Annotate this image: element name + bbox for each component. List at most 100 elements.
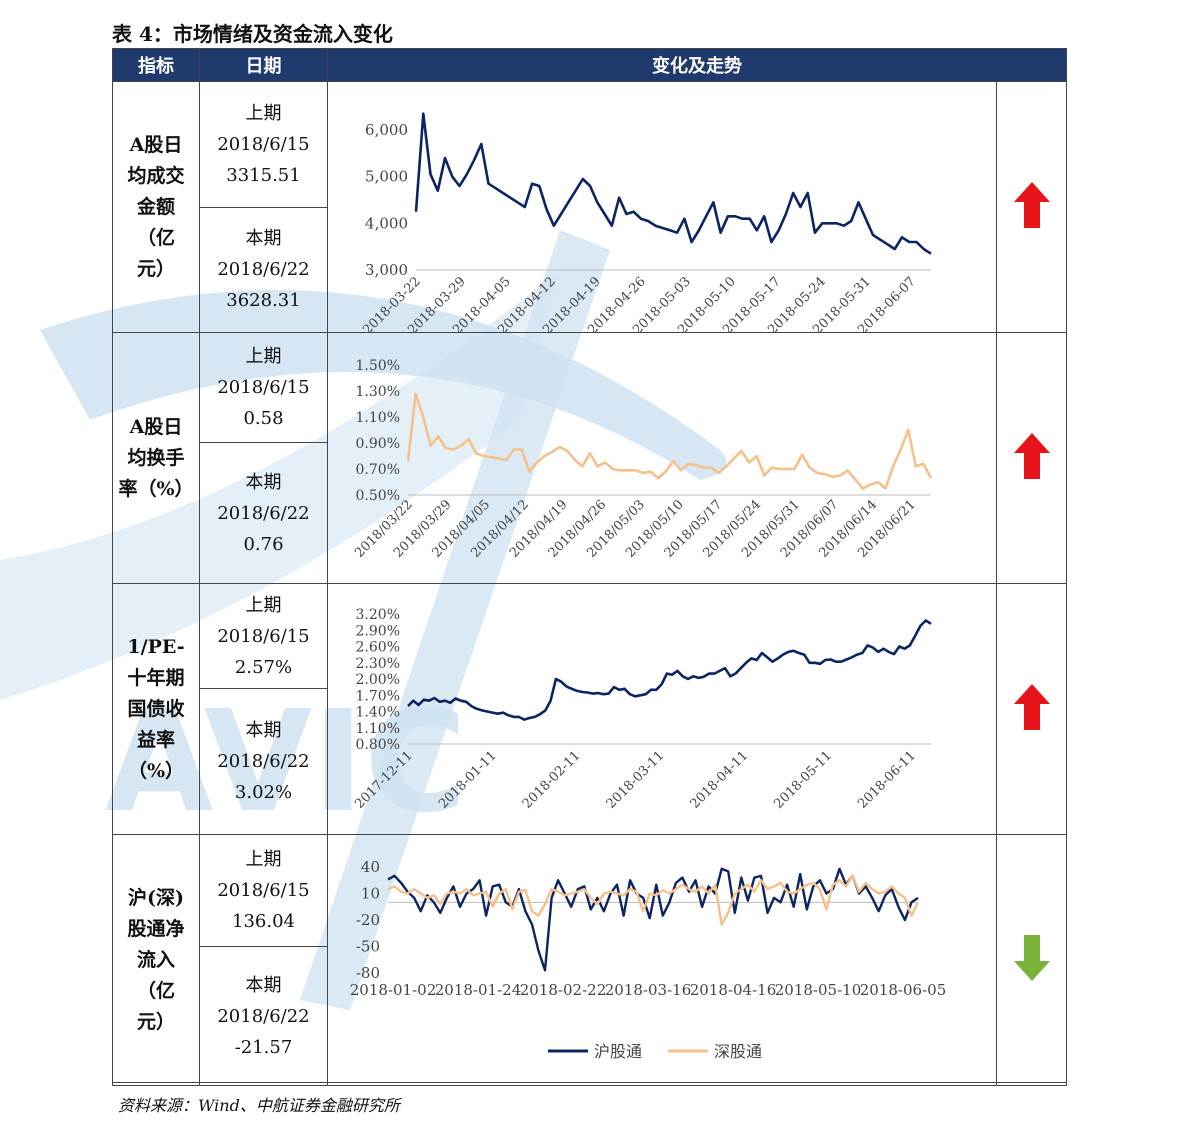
chart-cell: 3,000 4,000 5,000 6,000 2018-03-22 2018-03-29… <box>327 81 997 333</box>
footer-rule <box>112 1082 1066 1083</box>
x-tick-label: 2017-12-11 <box>352 748 416 812</box>
y-tick-label: -80 <box>356 964 380 982</box>
prev-period-cell: 上期 2018/6/15 136.04 <box>199 833 328 948</box>
indicator-line: 股通净 <box>127 917 185 940</box>
x-tick-label: 2018-01-24 <box>435 981 521 999</box>
northbound-flow-chart: -80 -50 -20 10 40 2018-01-022018-01-242018-02… <box>350 858 946 1061</box>
x-tick-label: 2018-02-11 <box>520 748 584 812</box>
indicator-cell: 沪(深) 股通净 流入 （亿 元） <box>112 834 200 1086</box>
indicator-line: 1/PE- <box>127 635 185 658</box>
down-arrow-icon <box>1013 935 1050 981</box>
prev-value: 2.57% <box>234 656 293 678</box>
prev-label: 上期 <box>245 849 282 871</box>
x-tick-label: 2018-06-05 <box>860 981 946 999</box>
y-tick-label: 1.10% <box>356 410 400 426</box>
y-tick-label: 3.20% <box>356 607 400 623</box>
x-tick-label: 2018-02-22 <box>520 981 606 999</box>
turnover-rate-chart: 0.50%0.70%0.90%1.10%1.30%1.50%2018/03/22… <box>352 358 933 561</box>
market-sentiment-table: 指标 日期 变化及走势 A股日 均成交 金额 （亿 元） 上期 2018/6/1… <box>112 48 1067 1086</box>
indicator-cell: A股日 均换手 率（%） <box>112 332 200 584</box>
prev-value: 3315.51 <box>226 164 301 186</box>
indicator-line: A股日 <box>129 133 183 156</box>
y-tick-label: 1.50% <box>356 358 400 374</box>
indicator-line: 沪(深) <box>128 886 184 909</box>
indicator-line: 均成交 <box>127 164 185 187</box>
curr-label: 本期 <box>245 974 282 996</box>
legend-label: 沪股通 <box>594 1042 642 1061</box>
prev-date: 2018/6/15 <box>217 377 310 399</box>
turnover-amount-chart: 3,0004,0005,0006,0002018-03-222018-03-29… <box>360 112 932 332</box>
y-tick-label: -50 <box>356 938 380 956</box>
curr-period-cell: 本期 2018/6/22 3628.31 <box>199 206 328 333</box>
curr-date: 2018/6/22 <box>217 751 310 773</box>
x-tick-label: 2018-05-10 <box>775 981 861 999</box>
y-tick-label: 1.30% <box>356 384 400 400</box>
indicator-line: （亿 <box>136 226 175 249</box>
chart-cell: 0.50% 0.70% 0.90% 1.10% 1.30% 1.50% 2018/03/22… <box>327 332 997 584</box>
legend-label: 深股通 <box>714 1042 762 1061</box>
arrow-cell <box>996 583 1067 835</box>
indicator-line: 元） <box>136 1010 175 1033</box>
prev-label: 上期 <box>245 346 282 368</box>
prev-label: 上期 <box>245 102 282 124</box>
series-line <box>407 619 932 721</box>
x-tick-label: 2018-01-02 <box>350 981 436 999</box>
y-tick-label: 0.70% <box>356 462 400 478</box>
series-line <box>406 392 933 490</box>
arrow-cell <box>996 81 1067 333</box>
y-tick-label: 2.90% <box>356 623 400 639</box>
y-tick-label: 1.70% <box>356 688 400 704</box>
pe-yield-spread-chart: 0.80%1.10%1.40%1.70%2.00%2.30%2.60%2.90%… <box>352 607 932 812</box>
y-tick-label: 0.90% <box>356 436 400 452</box>
indicator-line: 元） <box>136 257 175 280</box>
prev-label: 上期 <box>245 594 282 616</box>
curr-period-cell: 本期 2018/6/22 3.02% <box>199 688 328 835</box>
chart-cell: -80 -50 -20 10 40 2018-01-02 2018-01-24 2018-02… <box>327 834 997 1086</box>
indicator-line: 金额 <box>136 195 175 218</box>
indicator-cell: 1/PE- 十年期 国债收 益率 （%） <box>112 583 200 835</box>
up-arrow-icon <box>1013 684 1050 730</box>
curr-value: 3.02% <box>234 782 293 804</box>
indicator-line: 十年期 <box>127 666 185 689</box>
y-tick-label: 6,000 <box>365 121 408 139</box>
y-tick-label: 1.40% <box>356 705 400 721</box>
indicator-line: （%） <box>127 759 185 782</box>
y-tick-label: 2.30% <box>356 656 400 672</box>
prev-period-cell: 上期 2018/6/15 0.58 <box>199 331 328 444</box>
series-line <box>387 874 920 926</box>
curr-date: 2018/6/22 <box>217 502 310 524</box>
x-tick-label: 2018-03-11 <box>604 748 668 812</box>
series-line <box>414 112 932 255</box>
prev-value: 0.58 <box>243 408 284 430</box>
x-tick-label: 2018-05-11 <box>771 748 835 812</box>
y-tick-label: 10 <box>361 885 380 903</box>
indicator-line: 率（%） <box>118 477 194 500</box>
prev-date: 2018/6/15 <box>217 625 310 647</box>
curr-value: -21.57 <box>234 1036 293 1058</box>
indicator-line: A股日 <box>129 415 183 438</box>
y-tick-label: 2.60% <box>356 640 400 656</box>
y-tick-label: 0.80% <box>356 737 400 753</box>
x-tick-label: 2018-04-16 <box>690 981 776 999</box>
curr-date: 2018/6/22 <box>217 1005 310 1027</box>
up-arrow-icon <box>1013 182 1050 228</box>
y-tick-label: 2.00% <box>356 672 400 688</box>
curr-label: 本期 <box>245 228 282 250</box>
prev-period-cell: 上期 2018/6/15 2.57% <box>199 582 328 690</box>
x-tick-label: 2018-06-11 <box>855 748 919 812</box>
header-trend: 变化及走势 <box>327 48 1067 82</box>
indicator-line: （亿 <box>136 979 175 1002</box>
arrow-cell <box>996 834 1067 1086</box>
series-line <box>387 867 919 972</box>
y-tick-label: 40 <box>361 858 380 876</box>
curr-label: 本期 <box>245 471 282 493</box>
y-tick-label: 5,000 <box>365 168 408 186</box>
source-note: 资料来源：Wind、中航证券金融研究所 <box>118 1096 400 1115</box>
indicator-line: 国债收 <box>127 697 185 720</box>
table-title: 表 4：市场情绪及资金流入变化 <box>112 22 393 46</box>
y-tick-label: -20 <box>356 911 380 929</box>
arrow-cell <box>996 332 1067 584</box>
header-indicator: 指标 <box>112 48 200 82</box>
prev-value: 136.04 <box>232 911 295 933</box>
x-tick-label: 2018-01-11 <box>436 748 500 812</box>
